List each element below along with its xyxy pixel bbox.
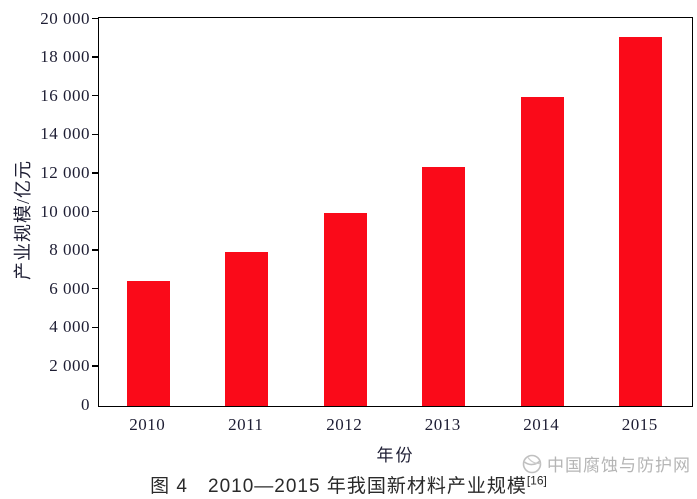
y-tick-mark xyxy=(92,365,98,367)
y-tick-mark xyxy=(92,94,98,97)
y-tick-label: 20 000 xyxy=(40,8,90,28)
y-axis-tick-marks xyxy=(92,17,98,407)
y-tick-label: 12 000 xyxy=(40,162,90,182)
figure-caption: 图 4 2010—2015 年我国新材料产业规模[16] xyxy=(0,471,697,498)
bar-2012 xyxy=(323,213,367,406)
figure-caption-text: 图 4 2010—2015 年我国新材料产业规模 xyxy=(150,476,527,497)
y-tick-label: 8 000 xyxy=(49,240,90,260)
bar-2010 xyxy=(126,280,170,406)
x-tick-label-2013: 2013 xyxy=(424,415,461,434)
bar-2013 xyxy=(422,166,466,406)
y-tick-mark xyxy=(92,133,98,136)
x-tick-label-2015: 2015 xyxy=(621,415,658,434)
y-tick-mark xyxy=(92,326,98,329)
x-axis-tick-labels: 2010 2011 2012 2013 2014 2015 xyxy=(98,413,693,437)
x-tick-label-2012: 2012 xyxy=(326,415,363,434)
y-tick-label: 6 000 xyxy=(49,278,90,298)
y-axis-tick-labels: 0 2 000 4 000 6 000 8 000 10 000 12 000 14 000 1… xyxy=(0,9,90,414)
watermark: 中国腐蚀与防护网 xyxy=(521,451,691,476)
y-tick-label: 10 000 xyxy=(40,201,90,221)
x-tick-label-2011: 2011 xyxy=(228,415,264,434)
bar-2014 xyxy=(520,97,564,406)
y-tick-mark xyxy=(92,287,98,290)
y-tick-mark xyxy=(92,172,98,174)
y-tick-label: 0 xyxy=(81,394,90,414)
y-tick-label: 2 000 xyxy=(49,355,90,375)
plot-area xyxy=(98,17,693,407)
figure-caption-reference: [16] xyxy=(526,473,547,488)
bar-2015 xyxy=(619,37,663,406)
y-tick-mark xyxy=(92,17,98,20)
y-tick-label: 18 000 xyxy=(40,47,90,67)
x-tick-label-2010: 2010 xyxy=(129,415,166,434)
bar-2011 xyxy=(225,251,269,406)
y-tick-label: 4 000 xyxy=(49,317,90,337)
y-tick-label: 16 000 xyxy=(40,85,90,105)
y-tick-mark xyxy=(92,56,98,58)
y-tick-mark xyxy=(92,249,98,251)
x-tick-label-2014: 2014 xyxy=(523,415,560,434)
watermark-text: 中国腐蚀与防护网 xyxy=(547,456,691,475)
y-tick-mark xyxy=(92,210,98,213)
y-tick-label: 14 000 xyxy=(40,124,90,144)
globe-logo-icon xyxy=(522,454,542,473)
x-axis-title: 年份 xyxy=(376,446,415,465)
